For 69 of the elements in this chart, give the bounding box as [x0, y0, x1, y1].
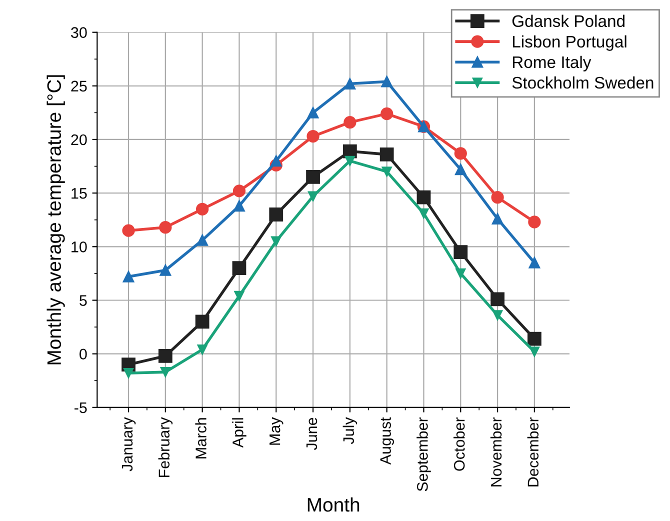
point	[122, 224, 135, 237]
point	[234, 200, 245, 212]
x-tick-label: February	[158, 417, 173, 478]
point	[158, 349, 172, 363]
x-tick-label: April	[232, 418, 246, 448]
point	[197, 344, 208, 355]
point	[528, 216, 541, 228]
x-tick-label: September	[416, 417, 431, 492]
point	[454, 245, 468, 259]
point	[306, 170, 320, 184]
point	[454, 164, 466, 176]
x-tick-label: March	[195, 418, 206, 458]
point	[529, 346, 540, 357]
legend-label: Rome Italy	[512, 56, 592, 72]
point	[160, 366, 170, 378]
y-tick-label: 25	[71, 80, 87, 92]
point	[160, 264, 172, 276]
legend-label: Lisbon Portugal	[512, 35, 626, 51]
point	[416, 190, 431, 204]
point	[491, 191, 504, 204]
point	[308, 191, 318, 202]
y-tick-label: 0	[80, 348, 87, 360]
point	[122, 270, 134, 282]
point	[382, 166, 392, 177]
point	[454, 147, 467, 160]
y-tick-label: -5	[74, 402, 87, 414]
x-tick-label: January	[122, 417, 136, 472]
point	[492, 213, 504, 224]
y-tick-label: 20	[71, 134, 87, 146]
point	[380, 107, 394, 120]
y-tick-label: 10	[72, 242, 87, 252]
point	[195, 314, 210, 329]
point	[380, 148, 394, 162]
x-tick-label: August	[380, 417, 394, 465]
x-tick-label: October	[454, 417, 465, 471]
point	[528, 332, 542, 346]
y-tick-label: 5	[80, 295, 87, 306]
point	[269, 208, 284, 222]
point	[344, 116, 356, 129]
point	[307, 106, 319, 118]
point	[159, 221, 172, 234]
x-tick-label: June	[306, 418, 318, 450]
x-tick-label: May	[270, 417, 284, 445]
y-tick-label: 15	[72, 188, 87, 199]
y-axis-title: Monthly average temperature [°C]	[46, 75, 65, 364]
point	[381, 76, 393, 88]
point	[418, 208, 429, 218]
point	[196, 202, 209, 216]
point	[528, 257, 540, 268]
point	[490, 292, 504, 306]
legend-label: Gdansk Poland	[512, 14, 624, 28]
point	[271, 236, 282, 246]
point	[196, 234, 208, 246]
point	[344, 78, 356, 90]
y-tick-label: 30	[71, 27, 87, 38]
point	[492, 310, 503, 320]
x-tick-label: July	[342, 417, 358, 444]
point	[232, 261, 246, 276]
point	[306, 130, 320, 143]
point	[344, 156, 355, 166]
x-tick-label: December	[527, 417, 539, 486]
point	[270, 155, 282, 167]
x-axis-title: Month	[308, 497, 360, 512]
x-tick-label: November	[490, 417, 502, 486]
point	[234, 290, 244, 302]
point	[456, 268, 466, 279]
point	[123, 368, 134, 378]
legend-label: Stockholm Sweden	[512, 76, 654, 89]
point	[232, 184, 246, 198]
